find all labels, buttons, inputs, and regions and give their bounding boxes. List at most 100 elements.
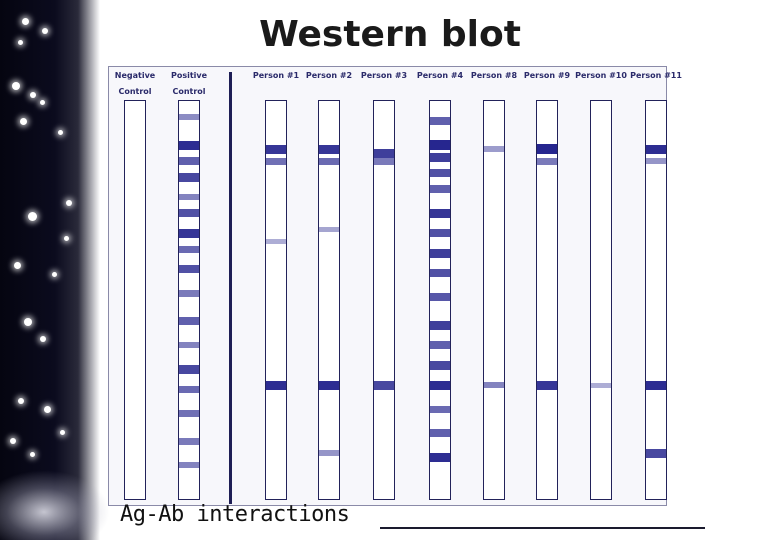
blot-strip (429, 100, 451, 500)
blot-band (179, 342, 199, 348)
decorative-dot (22, 18, 29, 25)
decorative-dot (40, 100, 45, 105)
blot-band (179, 289, 199, 297)
blot-band (179, 157, 199, 165)
blot-band (319, 144, 339, 154)
blot-band (266, 380, 286, 390)
blot-strip (536, 100, 558, 500)
blot-band (179, 114, 199, 120)
decorative-dot (14, 262, 21, 269)
blot-band (319, 380, 339, 390)
blot-strip (483, 100, 505, 500)
blot-band (266, 238, 286, 244)
blot-band (319, 157, 339, 165)
blot-band (430, 208, 450, 218)
footer-rule (380, 527, 705, 529)
blot-band (179, 172, 199, 182)
blot-band (430, 117, 450, 125)
decorative-dot (44, 406, 51, 413)
blot-band (319, 450, 339, 456)
control-divider-line (229, 72, 232, 504)
decorative-dot (10, 438, 16, 444)
blot-band (484, 382, 504, 388)
blot-band (430, 360, 450, 370)
blot-band (430, 452, 450, 462)
blot-band (179, 437, 199, 445)
blot-band (430, 140, 450, 150)
blot-band (179, 317, 199, 325)
blot-band (537, 144, 557, 154)
blot-band (484, 146, 504, 152)
decorative-dot (40, 336, 46, 342)
blot-band (374, 380, 394, 390)
blot-band (646, 158, 666, 164)
blot-band (430, 229, 450, 237)
decorative-dot (64, 236, 69, 241)
decorative-dot (58, 130, 63, 135)
decorative-dot (66, 200, 72, 206)
decorative-dot (24, 318, 32, 326)
blot-band (537, 380, 557, 390)
blot-band (430, 169, 450, 177)
blot-band (591, 382, 611, 388)
blot-band (179, 265, 199, 273)
blot-strip (178, 100, 200, 500)
lane-label: Positive Control (170, 71, 208, 96)
blot-band (430, 248, 450, 258)
decorative-dot (60, 430, 65, 435)
blot-band (430, 269, 450, 277)
blot-strip (265, 100, 287, 500)
blot-band (179, 385, 199, 393)
lane-label: Negative Control (114, 71, 156, 96)
decorative-dot (18, 40, 23, 45)
decorative-side-strip (0, 0, 100, 540)
blot-band (430, 341, 450, 349)
blot-strip (645, 100, 667, 500)
blot-band (179, 140, 199, 150)
blot-strip (318, 100, 340, 500)
decorative-dot (12, 82, 20, 90)
blot-band (179, 462, 199, 468)
decorative-dot (42, 28, 48, 34)
blot-band (374, 157, 394, 165)
blot-band (646, 144, 666, 154)
blot-band (430, 320, 450, 330)
decorative-dot (30, 452, 35, 457)
blot-strip (590, 100, 612, 500)
blot-band (179, 194, 199, 200)
blot-band (179, 409, 199, 417)
decorative-dot (18, 398, 24, 404)
decorative-dot (20, 118, 27, 125)
blot-band (646, 380, 666, 390)
decorative-smoke (0, 470, 110, 540)
lane-label: Person #4 (416, 71, 464, 80)
blot-band (266, 144, 286, 154)
blot-strip (124, 100, 146, 500)
blot-band (430, 380, 450, 390)
blot-band (179, 228, 199, 238)
lane-label: Person #9 (523, 71, 571, 80)
blot-band (646, 448, 666, 458)
lane-label: Person #11 (630, 71, 682, 80)
slide-title: Western blot (259, 14, 521, 55)
lane-label: Person #8 (470, 71, 518, 80)
blot-band (179, 364, 199, 374)
blot-band (179, 245, 199, 253)
blot-strip (373, 100, 395, 500)
decorative-dot (52, 272, 57, 277)
blot-band (430, 429, 450, 437)
lane-label: Person #3 (360, 71, 408, 80)
blot-band (430, 293, 450, 301)
decorative-dot (30, 92, 36, 98)
slide-footer: Ag-Ab interactions (120, 502, 350, 527)
lane-label: Person #10 (575, 71, 627, 80)
blot-band (374, 148, 394, 158)
decorative-dot (28, 212, 37, 221)
blot-band (319, 226, 339, 232)
blot-band (537, 157, 557, 165)
lane-label: Person #1 (252, 71, 300, 80)
blot-band (430, 185, 450, 193)
blot-band (430, 405, 450, 413)
blot-band (179, 209, 199, 217)
blot-band (430, 152, 450, 162)
